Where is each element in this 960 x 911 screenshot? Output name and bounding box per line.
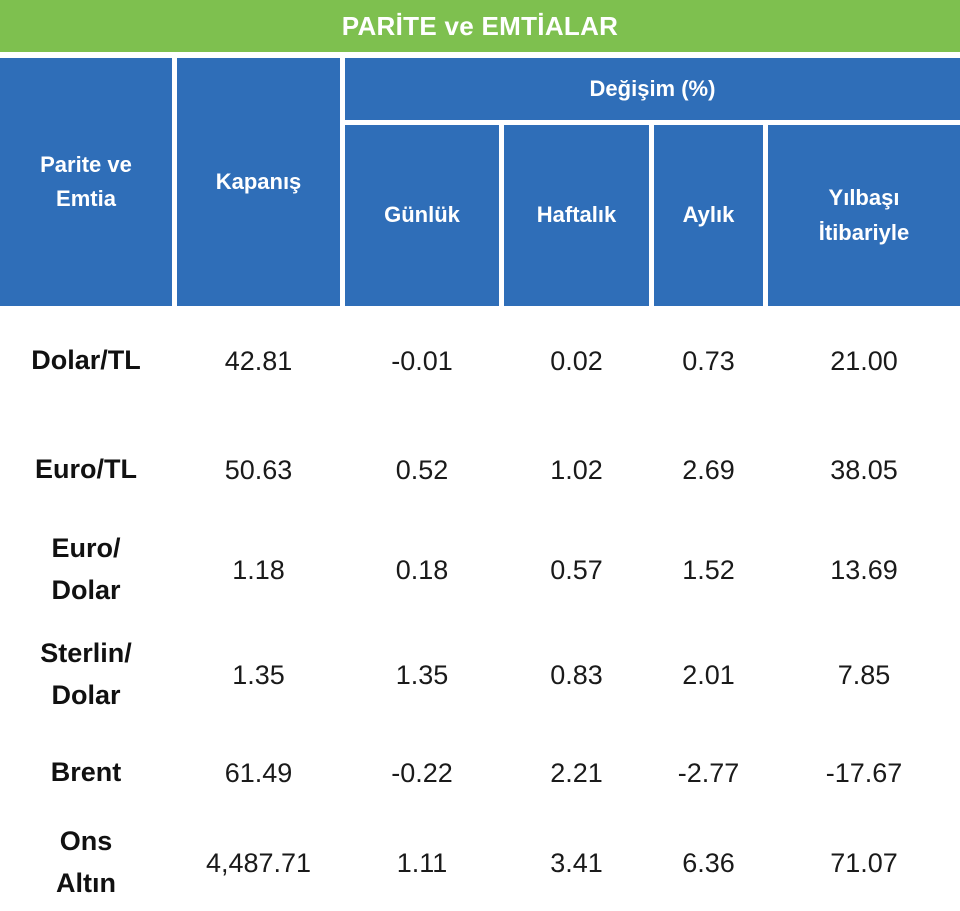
row-close: 4,487.71 [205, 847, 312, 878]
table-title: PARİTE ve EMTİALAR [0, 0, 960, 52]
row-daily: 1.11 [396, 847, 448, 878]
row-daily: 0.52 [395, 454, 449, 485]
row-ytd: 7.85 [837, 659, 891, 690]
table-row: Ons Altın 4,487.71 1.11 3.41 6.36 71.07 [0, 815, 960, 911]
row-weekly: 0.83 [550, 659, 603, 690]
row-monthly: 6.36 [682, 847, 735, 878]
header-ytd: Yılbaşı İtibariyle [768, 125, 960, 306]
row-ytd: 38.05 [830, 454, 898, 485]
row-close: 42.81 [224, 345, 293, 376]
row-name: Sterlin/ Dolar [40, 638, 132, 710]
row-close: 1.18 [232, 554, 285, 585]
row-name: Euro/ Dolar [51, 533, 121, 605]
row-ytd: 71.07 [830, 847, 898, 878]
row-name: Euro/TL [35, 454, 137, 485]
table-row: Euro/ Dolar 1.18 0.18 0.57 1.52 13.69 [0, 520, 960, 620]
table-row: Euro/TL 50.63 0.52 1.02 2.69 38.05 [0, 420, 960, 520]
row-daily: 0.18 [395, 554, 449, 585]
header-daily: Günlük [345, 125, 499, 306]
row-weekly: 1.02 [550, 454, 603, 485]
row-monthly: 1.52 [682, 554, 735, 585]
row-name: Dolar/TL [31, 345, 141, 376]
header-closing: Kapanış [177, 58, 340, 306]
row-monthly: 2.01 [682, 659, 735, 690]
header-monthly: Aylık [654, 125, 763, 306]
row-daily: -0.22 [391, 757, 453, 788]
row-monthly: 0.73 [682, 345, 735, 376]
row-ytd: -17.67 [825, 757, 903, 788]
table-row: Dolar/TL 42.81 -0.01 0.02 0.73 21.00 [0, 310, 960, 412]
row-weekly: 3.41 [550, 847, 603, 878]
table-row: Sterlin/ Dolar 1.35 1.35 0.83 2.01 7.85 [0, 625, 960, 725]
row-ytd: 13.69 [830, 554, 898, 585]
row-weekly: 2.21 [550, 757, 603, 788]
row-weekly: 0.02 [550, 345, 603, 376]
row-name: Brent [50, 757, 122, 788]
row-close: 1.35 [232, 659, 285, 690]
table-row: Brent 61.49 -0.22 2.21 -2.77 -17.67 [0, 735, 960, 811]
row-weekly: 0.57 [550, 554, 603, 585]
row-daily: 1.35 [395, 659, 449, 690]
row-name: Ons Altın [56, 826, 116, 898]
row-close: 61.49 [224, 757, 293, 788]
row-monthly: 2.69 [682, 454, 735, 485]
header-weekly: Haftalık [504, 125, 649, 306]
header-change-group: Değişim (%) [345, 58, 960, 120]
row-daily: -0.01 [391, 345, 453, 376]
row-ytd: 21.00 [830, 345, 898, 376]
row-close: 50.63 [224, 454, 293, 485]
row-monthly: -2.77 [677, 757, 740, 788]
header-parity-commodity: Parite ve Emtia [0, 58, 172, 306]
